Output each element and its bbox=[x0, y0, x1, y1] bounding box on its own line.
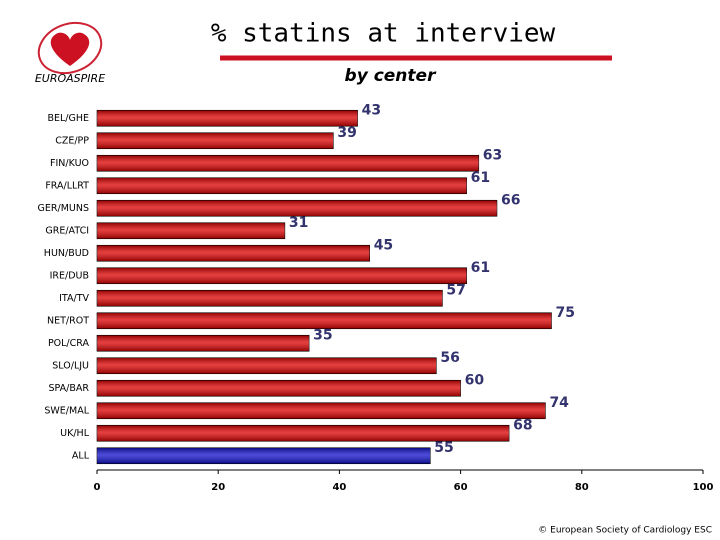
value-label: 35 bbox=[313, 327, 332, 343]
bar-shine bbox=[97, 132, 334, 149]
y-tick-label: ALL bbox=[72, 450, 90, 461]
y-tick-label: GRE/ATCI bbox=[45, 225, 89, 236]
y-tick-label: POL/CRA bbox=[48, 338, 90, 349]
x-tick-label: 60 bbox=[454, 482, 468, 493]
bar-shine bbox=[97, 425, 510, 442]
value-label: 68 bbox=[513, 417, 532, 433]
chart-subtitle: by center bbox=[345, 66, 438, 86]
bar-shine bbox=[97, 245, 370, 262]
footer: © European Society of Cardiology ESC bbox=[538, 526, 712, 536]
bar-shine bbox=[97, 267, 467, 284]
value-label: 61 bbox=[471, 260, 490, 276]
value-label: 60 bbox=[465, 372, 485, 388]
value-label: 57 bbox=[446, 282, 465, 298]
y-tick-label: UK/HL bbox=[60, 428, 90, 439]
value-label: 61 bbox=[471, 170, 490, 186]
x-tick-label: 20 bbox=[211, 482, 225, 493]
bar-shine bbox=[97, 155, 479, 172]
y-tick-label: SWE/MAL bbox=[44, 405, 89, 416]
bar-shine bbox=[97, 447, 431, 464]
y-tick-label: BEL/GHE bbox=[47, 113, 89, 124]
value-label: 75 bbox=[556, 305, 575, 321]
y-tick-label: ITA/TV bbox=[59, 293, 89, 304]
y-tick-label: IRE/DUB bbox=[50, 270, 89, 281]
bar-shine bbox=[97, 200, 497, 217]
bar-shine bbox=[97, 222, 285, 239]
value-label: 43 bbox=[362, 102, 381, 118]
y-tick-label: FIN/KUO bbox=[50, 158, 89, 169]
bar-shine bbox=[97, 312, 552, 329]
y-tick-label: HUN/BUD bbox=[44, 248, 89, 259]
value-label: 74 bbox=[549, 395, 569, 411]
x-tick-label: 80 bbox=[575, 482, 589, 493]
chart-title: % statins at interview bbox=[211, 19, 556, 49]
bar-shine bbox=[97, 110, 358, 127]
y-tick-label: CZE/PP bbox=[55, 135, 89, 146]
x-tick-label: 40 bbox=[332, 482, 346, 493]
value-label: 56 bbox=[440, 350, 459, 366]
y-tick-label: GER/MUNS bbox=[38, 203, 89, 214]
bar-shine bbox=[97, 357, 437, 374]
logo bbox=[37, 21, 103, 75]
logo-text: EUROASPIRE bbox=[35, 72, 105, 85]
y-tick-label: SPA/BAR bbox=[49, 383, 90, 394]
bar-shine bbox=[97, 177, 467, 194]
value-label: 45 bbox=[374, 237, 393, 253]
x-tick-label: 0 bbox=[94, 482, 101, 493]
y-tick-label: NET/ROT bbox=[47, 315, 89, 326]
y-tick-label: SLO/LJU bbox=[52, 360, 89, 371]
bar-shine bbox=[97, 402, 546, 419]
value-label: 39 bbox=[337, 125, 356, 141]
bar-shine bbox=[97, 290, 443, 307]
value-label: 55 bbox=[434, 440, 453, 456]
value-label: 66 bbox=[501, 192, 520, 208]
y-tick-label: FRA/LLRT bbox=[45, 180, 89, 191]
bar-shine bbox=[97, 380, 461, 397]
value-label: 31 bbox=[289, 215, 308, 231]
bar-shine bbox=[97, 335, 310, 352]
value-label: 63 bbox=[483, 147, 502, 163]
x-tick-label: 100 bbox=[693, 482, 714, 493]
